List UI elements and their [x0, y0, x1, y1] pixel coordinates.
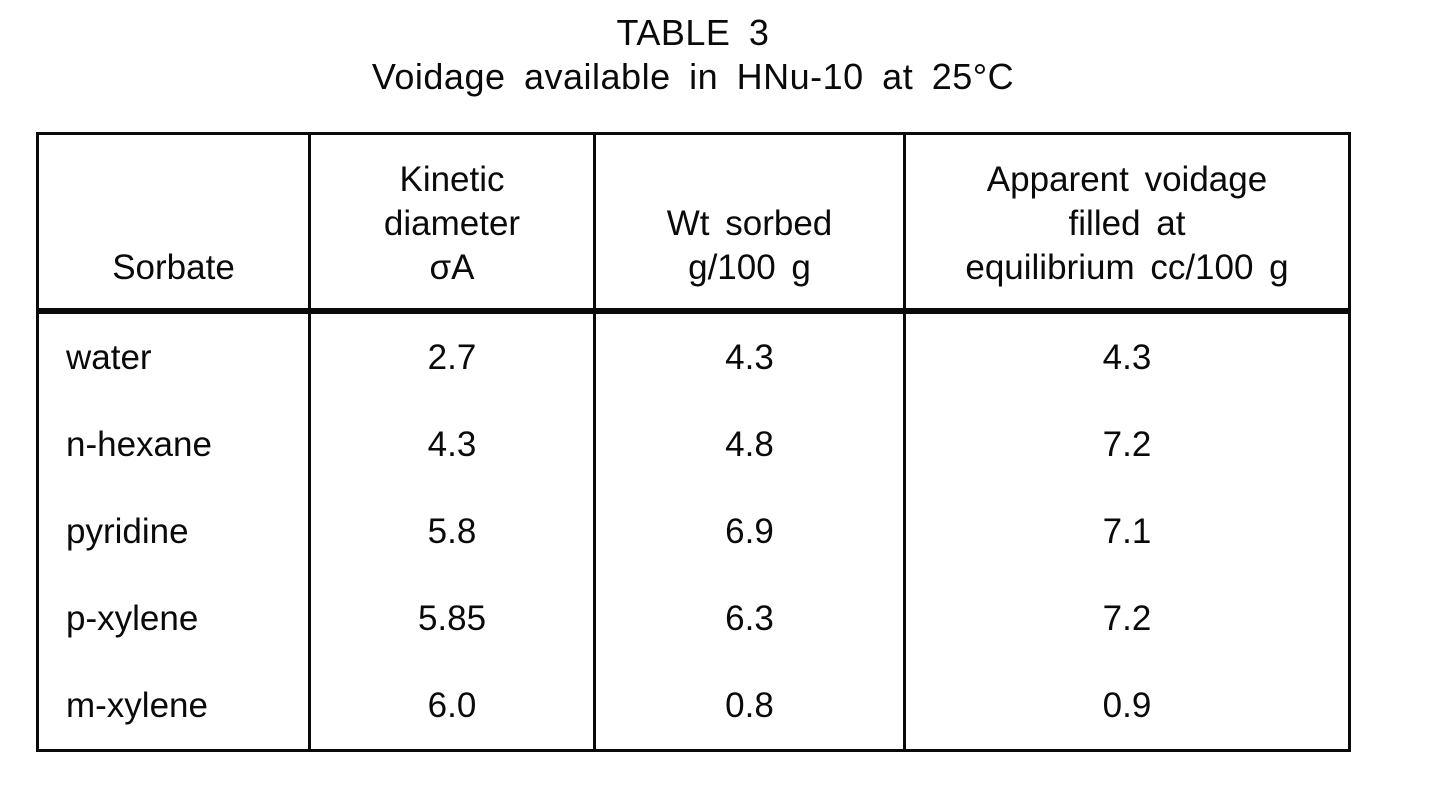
cell-apparent-voidage: 7.1	[903, 488, 1348, 575]
header-line: Apparent voidage	[986, 160, 1268, 199]
cell-kinetic-diameter: 4.3	[308, 401, 593, 488]
cell-apparent-voidage: 7.2	[903, 401, 1348, 488]
table-caption: TABLE 3 Voidage available in HNu-10 at 2…	[36, 12, 1350, 98]
header-line: Kinetic	[399, 160, 505, 199]
cell-sorbate: m-xylene	[66, 685, 208, 725]
header-line: Wt sorbed	[666, 204, 833, 243]
header-line: diameter	[383, 204, 521, 243]
cell-kinetic-diameter: 5.85	[308, 575, 593, 662]
cell-apparent-voidage: 4.3	[903, 314, 1348, 401]
cell-wt-sorbed: 4.8	[593, 401, 903, 488]
cell-sorbate: pyridine	[66, 511, 189, 551]
column-header-kinetic-diameter: Kinetic diameter σA	[308, 135, 593, 314]
cell-sorbate: n-hexane	[66, 424, 212, 464]
cell-apparent-voidage: 7.2	[903, 575, 1348, 662]
cell-kinetic-diameter: 2.7	[308, 314, 593, 401]
header-line: σA	[429, 248, 475, 287]
header-line: g/100 g	[688, 248, 811, 287]
column-header-sorbate: Sorbate	[39, 135, 308, 314]
data-table: Sorbate Kinetic diameter σA Wt sorbed g/…	[36, 132, 1351, 752]
cell-kinetic-diameter: 6.0	[308, 662, 593, 749]
table-number-title: TABLE 3	[616, 12, 770, 53]
table-subtitle: Voidage available in HNu-10 at 25°C	[371, 56, 1015, 97]
cell-wt-sorbed: 4.3	[593, 314, 903, 401]
header-line: filled at	[1068, 204, 1186, 243]
header-line: Sorbate	[112, 248, 235, 287]
cell-wt-sorbed: 6.9	[593, 488, 903, 575]
column-header-wt-sorbed: Wt sorbed g/100 g	[593, 135, 903, 314]
cell-sorbate: p-xylene	[66, 598, 199, 638]
cell-wt-sorbed: 0.8	[593, 662, 903, 749]
cell-wt-sorbed: 6.3	[593, 575, 903, 662]
header-line: equilibrium cc/100 g	[965, 248, 1289, 287]
cell-apparent-voidage: 0.9	[903, 662, 1348, 749]
column-header-apparent-voidage: Apparent voidage filled at equilibrium c…	[903, 135, 1348, 314]
cell-sorbate: water	[66, 337, 152, 377]
cell-kinetic-diameter: 5.8	[308, 488, 593, 575]
